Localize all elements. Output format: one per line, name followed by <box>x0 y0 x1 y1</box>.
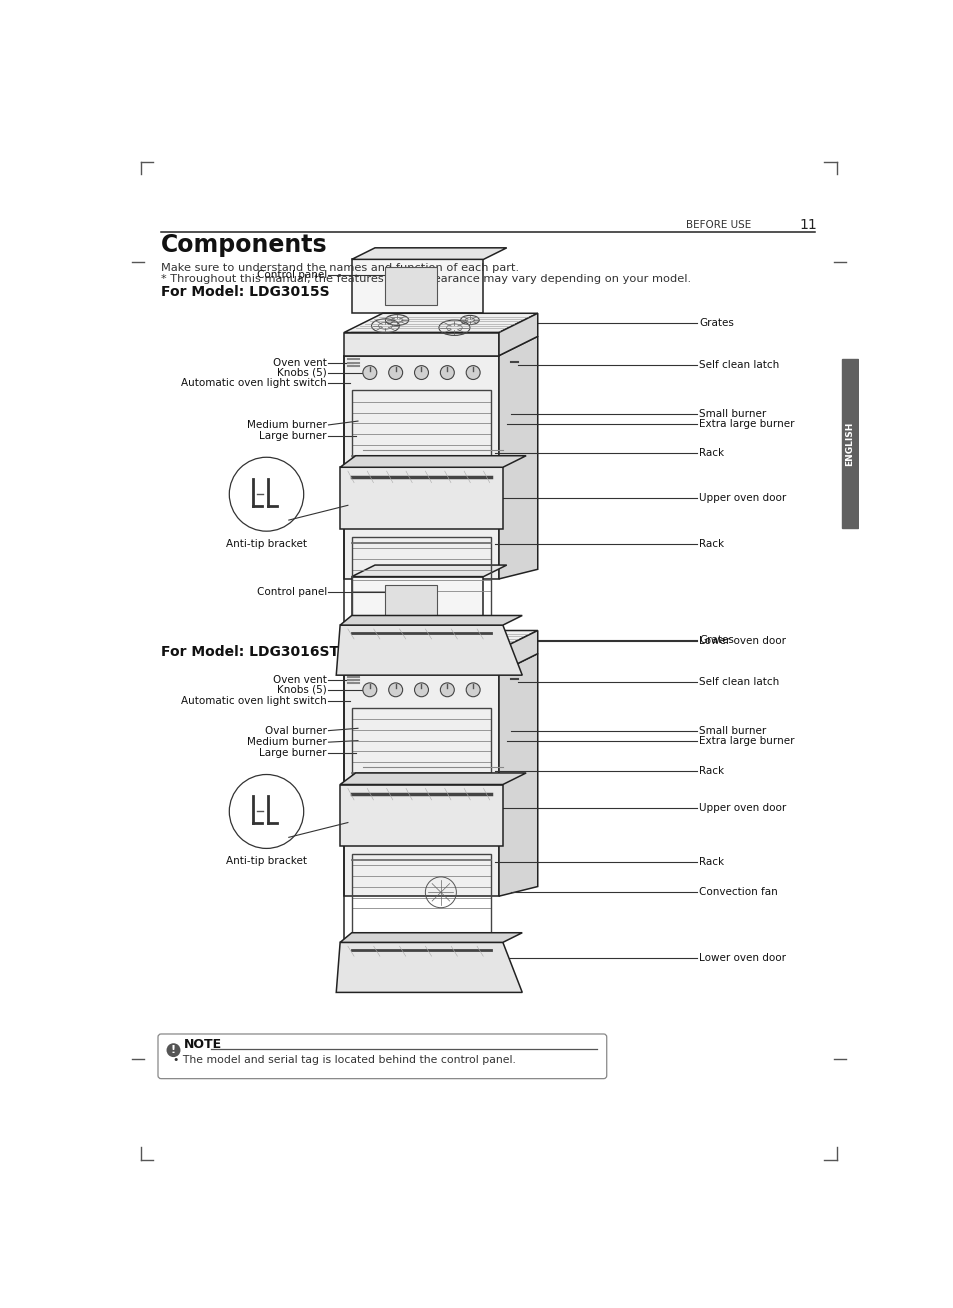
Polygon shape <box>498 654 537 896</box>
Polygon shape <box>498 314 537 356</box>
Polygon shape <box>344 332 498 356</box>
Polygon shape <box>344 672 498 896</box>
Text: Control panel: Control panel <box>256 587 327 596</box>
Text: Oval burner: Oval burner <box>265 726 327 735</box>
Circle shape <box>440 366 454 379</box>
Text: For Model: LDG3015S: For Model: LDG3015S <box>161 285 330 298</box>
Circle shape <box>440 683 454 697</box>
Text: Medium burner: Medium burner <box>247 420 327 430</box>
Circle shape <box>415 366 428 379</box>
Text: Anti-tip bracket: Anti-tip bracket <box>226 539 307 549</box>
Circle shape <box>362 683 376 697</box>
Text: • The model and serial tag is located behind the control panel.: • The model and serial tag is located be… <box>173 1056 516 1065</box>
Circle shape <box>229 458 303 531</box>
Polygon shape <box>352 577 483 630</box>
Text: Large burner: Large burner <box>259 748 327 757</box>
Text: Grates: Grates <box>699 636 733 645</box>
Text: Upper oven door: Upper oven door <box>699 803 785 812</box>
Text: Self clean latch: Self clean latch <box>699 678 779 687</box>
Text: Automatic oven light switch: Automatic oven light switch <box>181 696 327 705</box>
Polygon shape <box>344 314 537 332</box>
Polygon shape <box>498 336 537 579</box>
Text: Rack: Rack <box>699 765 723 776</box>
Polygon shape <box>340 773 525 785</box>
Polygon shape <box>340 785 502 846</box>
Text: Rack: Rack <box>699 857 723 866</box>
Text: 11: 11 <box>799 217 816 232</box>
Polygon shape <box>340 455 525 467</box>
Polygon shape <box>352 565 506 577</box>
Polygon shape <box>384 267 436 305</box>
Polygon shape <box>352 247 506 259</box>
Text: Anti-tip bracket: Anti-tip bracket <box>226 857 307 866</box>
Polygon shape <box>498 630 537 672</box>
Text: Medium burner: Medium burner <box>247 738 327 747</box>
Circle shape <box>415 683 428 697</box>
Text: NOTE: NOTE <box>183 1037 221 1050</box>
FancyBboxPatch shape <box>158 1035 606 1079</box>
Polygon shape <box>340 616 521 625</box>
Text: Components: Components <box>161 233 328 256</box>
Text: Extra large burner: Extra large burner <box>699 419 794 429</box>
Polygon shape <box>340 933 521 942</box>
Text: Lower oven door: Lower oven door <box>699 636 785 646</box>
Text: Oven vent: Oven vent <box>273 357 327 368</box>
Text: ENGLISH: ENGLISH <box>844 421 854 466</box>
Text: Self clean latch: Self clean latch <box>699 360 779 370</box>
Text: For Model: LDG3016ST: For Model: LDG3016ST <box>161 645 339 659</box>
Text: Lower oven door: Lower oven door <box>699 952 785 963</box>
Text: Control panel: Control panel <box>256 269 327 280</box>
Text: Grates: Grates <box>699 318 733 328</box>
Circle shape <box>362 366 376 379</box>
Text: Rack: Rack <box>699 539 723 549</box>
Circle shape <box>167 1044 180 1057</box>
Polygon shape <box>340 467 502 528</box>
Text: BEFORE USE: BEFORE USE <box>685 220 751 230</box>
Polygon shape <box>344 356 498 579</box>
Text: Automatic oven light switch: Automatic oven light switch <box>181 378 327 388</box>
Polygon shape <box>335 942 521 993</box>
Text: Upper oven door: Upper oven door <box>699 493 785 504</box>
Text: * Throughout this manual, the features and appearance may vary depending on your: * Throughout this manual, the features a… <box>161 273 691 284</box>
Circle shape <box>388 683 402 697</box>
Circle shape <box>388 366 402 379</box>
Polygon shape <box>344 630 537 650</box>
Text: Extra large burner: Extra large burner <box>699 736 794 747</box>
Text: Large burner: Large burner <box>259 430 327 441</box>
Circle shape <box>229 774 303 849</box>
Text: Convection fan: Convection fan <box>699 887 777 897</box>
Text: Small burner: Small burner <box>699 726 765 736</box>
Text: Small burner: Small burner <box>699 409 765 419</box>
Text: Knobs (5): Knobs (5) <box>277 368 327 378</box>
Polygon shape <box>352 259 483 314</box>
Bar <box>841 358 857 528</box>
Text: Rack: Rack <box>699 449 723 458</box>
Circle shape <box>466 683 479 697</box>
Text: !: ! <box>171 1045 176 1056</box>
Polygon shape <box>335 625 521 675</box>
Polygon shape <box>384 585 436 623</box>
Circle shape <box>466 366 479 379</box>
Text: Oven vent: Oven vent <box>273 675 327 685</box>
Polygon shape <box>344 650 498 672</box>
Text: Make sure to understand the names and function of each part.: Make sure to understand the names and fu… <box>161 263 518 273</box>
Text: Knobs (5): Knobs (5) <box>277 685 327 695</box>
